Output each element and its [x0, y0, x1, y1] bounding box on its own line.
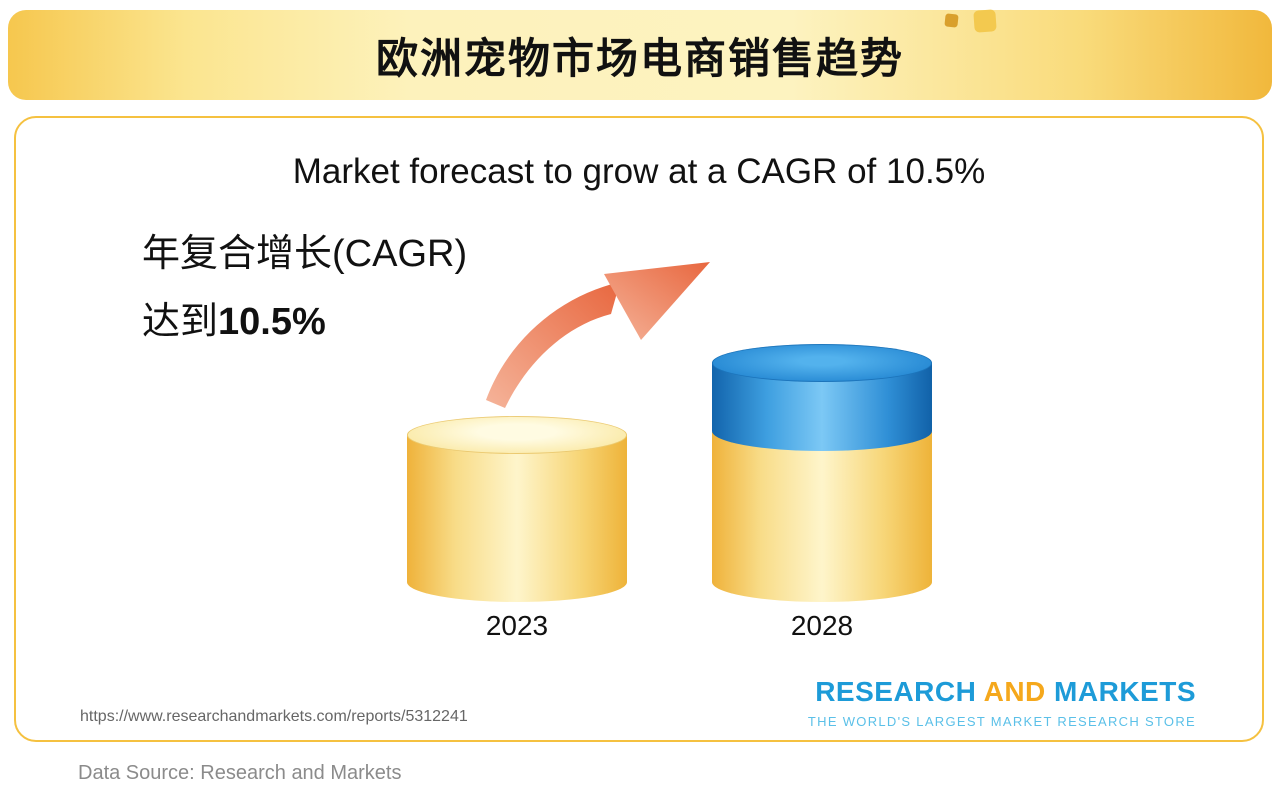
chart-headline: Market forecast to grow at a CAGR of 10.… [292, 152, 986, 191]
title-banner: 欧洲宠物市场电商销售趋势 [8, 9, 1272, 100]
bar-2028-top [712, 344, 932, 382]
axis-label-2023: 2023 [485, 610, 549, 641]
report-url: https://www.researchandmarkets.com/repor… [80, 708, 468, 725]
chart-card: Market forecast to grow at a CAGR of 10.… [14, 116, 1264, 742]
bar-2023-body [407, 435, 627, 602]
cagr-annotation-line1: 年复合增长(CAGR) [142, 233, 468, 275]
axis-label-2028: 2028 [790, 610, 854, 641]
research-and-markets-logo: RESEARCH AND MARKETS THE WORLD'S LARGEST… [808, 676, 1196, 729]
banner-title: 欧洲宠物市场电商销售趋势 [375, 34, 904, 82]
logo-word-research: RESEARCH [815, 676, 977, 707]
growth-arrow-icon [478, 240, 718, 408]
logo-wordmark: RESEARCH AND MARKETS [808, 676, 1196, 708]
bar-2023-top [407, 416, 627, 454]
data-source-note: Data Source: Research and Markets [78, 762, 402, 784]
cagr-value: 10.5% [218, 301, 326, 343]
logo-word-markets: MARKETS [1054, 676, 1196, 707]
cagr-annotation-line2: 达到10.5% [142, 301, 326, 343]
bar-2023 [407, 416, 627, 602]
logo-word-and: AND [983, 676, 1046, 707]
sparkle-icon [944, 13, 959, 28]
sparkle-icon [973, 9, 997, 33]
bar-2028 [712, 344, 932, 602]
logo-tagline: THE WORLD'S LARGEST MARKET RESEARCH STOR… [807, 714, 1196, 729]
bar-2028-base-segment [712, 432, 932, 602]
cagr-annotation: 年复合增长(CAGR) 达到10.5% [142, 220, 467, 356]
